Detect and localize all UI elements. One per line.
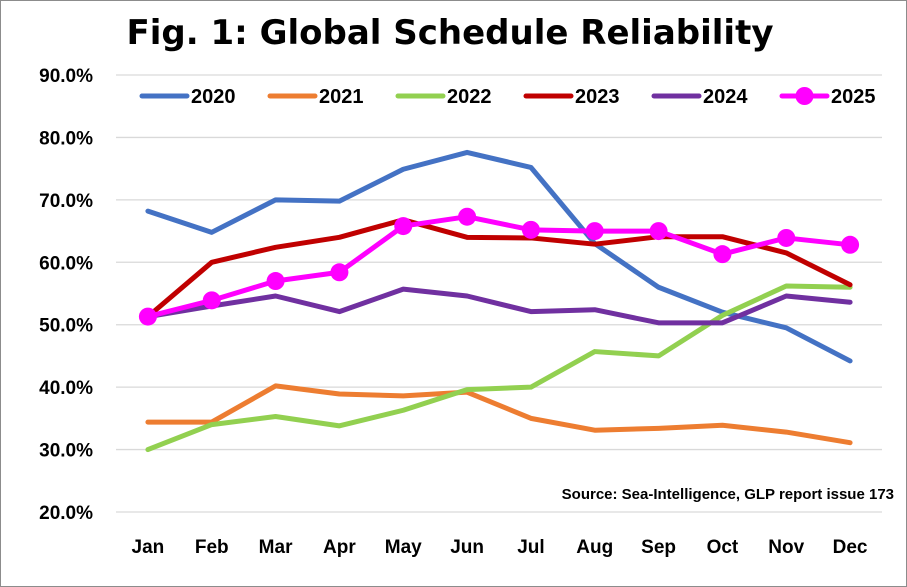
data-point-2025 [521,220,540,239]
series-line-2022 [145,283,853,453]
legend-marker-2025 [795,87,814,105]
x-tick-label: Dec [833,537,868,558]
data-point-2025 [458,207,477,226]
source-note: Source: Sea-Intelligence, GLP report iss… [562,486,894,503]
y-tick-label: 50.0% [39,316,93,337]
series-line-2024 [145,286,853,326]
chart-title: Fig. 1: Global Schedule Reliability [127,13,774,53]
x-tick-label: May [385,537,422,558]
data-point-2025 [777,228,796,247]
legend-label-2020: 2020 [191,86,236,108]
x-tick-label: Apr [323,537,356,558]
series-group [138,149,860,453]
legend-label-2022: 2022 [447,86,492,108]
y-axis: 20.0% 30.0% 40.0% 50.0% 60.0% 70.0% 80.0% 90.0% [39,66,93,524]
x-tick-label: Jul [517,537,544,558]
series-line-2023 [145,217,853,320]
legend-label-2024: 2024 [703,86,748,108]
data-point-2025 [394,217,413,236]
legend: 2020 2021 2022 2023 2024 2025 [139,86,876,108]
x-tick-label: Oct [707,537,739,558]
data-point-2025 [330,263,349,282]
series-line-2025 [145,214,853,320]
data-point-2025 [649,222,668,241]
series-line-2021 [145,383,853,446]
x-tick-label: Mar [259,537,293,558]
x-tick-label: Aug [576,537,613,558]
y-tick-label: 90.0% [39,66,93,87]
legend-label-2021: 2021 [319,86,364,108]
legend-label-2023: 2023 [575,86,620,108]
data-point-2025 [713,245,732,264]
data-point-2025 [266,272,285,291]
y-tick-label: 70.0% [39,191,93,212]
data-point-2025 [138,307,157,326]
y-tick-label: 20.0% [39,503,93,524]
x-tick-label: Nov [768,537,804,558]
x-tick-label: Jun [450,537,484,558]
legend-label-2025: 2025 [831,86,876,108]
data-point-2025 [202,291,221,310]
y-tick-label: 80.0% [39,128,93,149]
gridlines [116,74,882,513]
x-tick-label: Jan [132,537,165,558]
x-tick-label: Sep [641,537,676,558]
series-line-2020 [145,149,853,364]
x-tick-label: Feb [195,537,229,558]
data-point-2025 [585,222,604,241]
y-tick-label: 30.0% [39,441,93,462]
y-tick-label: 40.0% [39,378,93,399]
y-tick-label: 60.0% [39,253,93,274]
data-point-2025 [841,235,860,254]
x-axis: Jan Feb Mar Apr May Jun Jul Aug Sep Oct Nov Dec [132,537,868,558]
